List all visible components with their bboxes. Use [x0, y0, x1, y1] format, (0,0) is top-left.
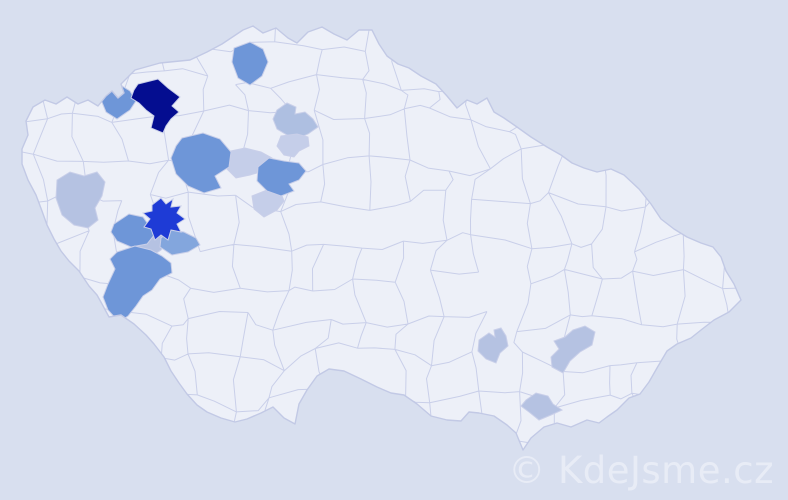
district-region-r15 — [272, 102, 319, 139]
district-region-r4 — [231, 41, 269, 86]
district-region-r7 — [110, 213, 156, 248]
district-region-r1 — [130, 78, 181, 134]
district-region-r6 — [256, 157, 307, 197]
district-region-r5 — [170, 132, 232, 194]
district-region-r16 — [276, 133, 310, 158]
district-region-r14 — [520, 392, 564, 421]
district-region-r13 — [550, 325, 596, 374]
district-region-r2 — [141, 197, 186, 241]
district-region-r8 — [102, 245, 173, 323]
watermark-link[interactable]: © KdeJsme.cz — [508, 449, 774, 492]
district-region-r10 — [55, 171, 106, 229]
district-region-r12 — [477, 327, 509, 364]
country-border — [21, 25, 742, 451]
